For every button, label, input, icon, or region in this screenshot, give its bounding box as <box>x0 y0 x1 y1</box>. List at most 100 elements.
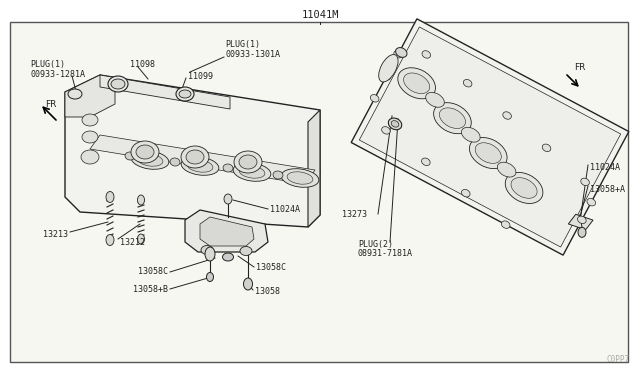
Polygon shape <box>351 19 629 255</box>
Text: 11099: 11099 <box>188 71 213 80</box>
FancyBboxPatch shape <box>10 22 628 362</box>
Text: 11024A: 11024A <box>590 163 620 171</box>
Ellipse shape <box>223 253 234 261</box>
Ellipse shape <box>106 234 114 246</box>
Text: 08931-7181A: 08931-7181A <box>358 250 413 259</box>
Ellipse shape <box>81 150 99 164</box>
Ellipse shape <box>580 178 589 186</box>
Ellipse shape <box>505 173 543 203</box>
Polygon shape <box>359 27 621 247</box>
Text: PLUG(1): PLUG(1) <box>225 39 260 48</box>
Ellipse shape <box>578 227 586 237</box>
Text: 11041M: 11041M <box>301 10 339 20</box>
Ellipse shape <box>475 143 501 163</box>
Ellipse shape <box>125 152 135 160</box>
Ellipse shape <box>179 90 191 98</box>
Text: 13058C: 13058C <box>138 267 168 276</box>
Text: 13058: 13058 <box>255 288 280 296</box>
Ellipse shape <box>181 146 209 168</box>
Ellipse shape <box>577 216 586 224</box>
Ellipse shape <box>542 144 551 151</box>
Text: PLUG(1): PLUG(1) <box>30 60 65 68</box>
Ellipse shape <box>497 162 516 177</box>
Text: C0PP7: C0PP7 <box>607 355 630 364</box>
Ellipse shape <box>240 247 252 256</box>
Ellipse shape <box>181 157 219 175</box>
Text: 13212: 13212 <box>120 237 145 247</box>
Polygon shape <box>80 134 320 190</box>
Ellipse shape <box>170 158 180 166</box>
Polygon shape <box>100 75 230 109</box>
Ellipse shape <box>187 160 213 172</box>
Ellipse shape <box>176 87 194 101</box>
Text: 13213: 13213 <box>43 230 68 238</box>
Ellipse shape <box>398 68 435 99</box>
Ellipse shape <box>469 138 507 169</box>
Ellipse shape <box>463 80 472 87</box>
Polygon shape <box>65 75 115 117</box>
Ellipse shape <box>108 76 128 92</box>
Ellipse shape <box>273 171 283 179</box>
Ellipse shape <box>440 108 465 128</box>
Ellipse shape <box>224 194 232 204</box>
Text: FR: FR <box>45 99 56 109</box>
Ellipse shape <box>233 163 271 181</box>
Ellipse shape <box>201 246 213 254</box>
Ellipse shape <box>587 198 596 206</box>
Ellipse shape <box>106 192 114 202</box>
Ellipse shape <box>136 145 154 159</box>
Text: 11098: 11098 <box>130 60 155 68</box>
Ellipse shape <box>391 121 399 127</box>
Ellipse shape <box>503 112 511 119</box>
Ellipse shape <box>511 178 537 198</box>
Ellipse shape <box>404 73 429 94</box>
Ellipse shape <box>239 166 265 178</box>
Ellipse shape <box>287 172 313 184</box>
Ellipse shape <box>234 151 262 173</box>
Ellipse shape <box>371 94 379 102</box>
Ellipse shape <box>434 103 471 134</box>
Ellipse shape <box>239 155 257 169</box>
Ellipse shape <box>131 141 159 163</box>
Ellipse shape <box>82 131 98 143</box>
Text: 13058C: 13058C <box>256 263 286 272</box>
Text: 13273: 13273 <box>342 209 367 218</box>
Ellipse shape <box>426 92 444 107</box>
Polygon shape <box>308 110 320 227</box>
Ellipse shape <box>243 278 253 290</box>
Ellipse shape <box>281 169 319 187</box>
Text: 00933-1301A: 00933-1301A <box>225 49 280 58</box>
Ellipse shape <box>422 158 430 166</box>
Ellipse shape <box>186 150 204 164</box>
Ellipse shape <box>137 154 163 166</box>
Text: 11024A: 11024A <box>270 205 300 214</box>
Text: 00933-1281A: 00933-1281A <box>30 70 85 78</box>
Ellipse shape <box>461 127 480 142</box>
Ellipse shape <box>396 48 407 57</box>
Text: 13058+A: 13058+A <box>590 185 625 193</box>
Polygon shape <box>568 214 593 230</box>
Text: FR: FR <box>574 62 586 71</box>
Ellipse shape <box>461 189 470 197</box>
Ellipse shape <box>131 151 169 169</box>
Ellipse shape <box>205 247 215 261</box>
Ellipse shape <box>388 118 402 130</box>
Ellipse shape <box>82 114 98 126</box>
Polygon shape <box>90 135 315 184</box>
Polygon shape <box>200 217 254 246</box>
Ellipse shape <box>422 51 431 58</box>
Polygon shape <box>185 210 268 252</box>
Ellipse shape <box>381 126 390 134</box>
Ellipse shape <box>111 79 125 89</box>
Ellipse shape <box>138 234 145 244</box>
Ellipse shape <box>501 221 510 228</box>
Ellipse shape <box>68 89 82 99</box>
Ellipse shape <box>223 164 233 172</box>
Ellipse shape <box>207 273 214 282</box>
Ellipse shape <box>138 195 145 205</box>
Ellipse shape <box>379 55 398 82</box>
Polygon shape <box>65 75 320 227</box>
Text: PLUG(2): PLUG(2) <box>358 240 393 248</box>
Text: 13058+B: 13058+B <box>133 285 168 294</box>
Ellipse shape <box>394 51 403 58</box>
